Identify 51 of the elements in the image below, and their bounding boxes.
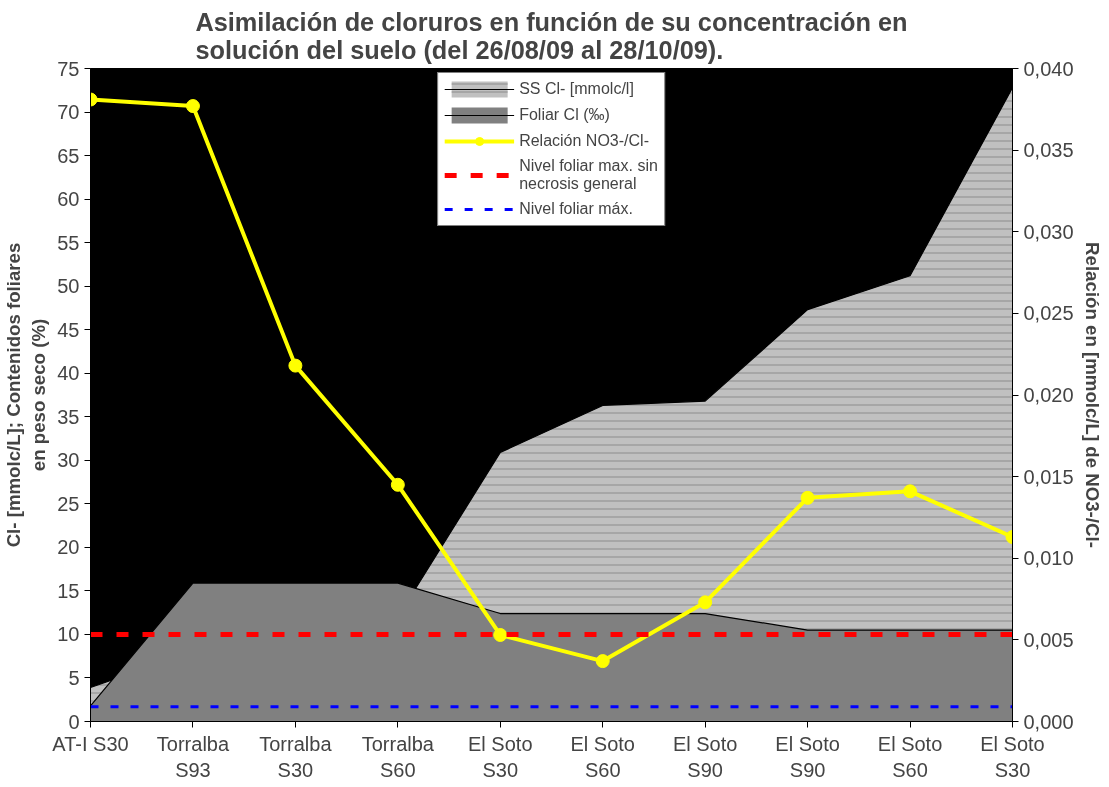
x-tick-label: El Soto S90 [672, 732, 738, 781]
point [493, 627, 508, 642]
y-tick-label: 50 [57, 275, 80, 298]
point [800, 490, 815, 505]
point [698, 595, 713, 610]
y2-axis-title: Relación en [mmolc/L] de NO3-/Cl- [1081, 242, 1103, 548]
y-tick-label: 60 [57, 188, 80, 211]
y2-tick-label: 0,035 [1023, 139, 1074, 162]
y2-tick-label: 0,025 [1023, 302, 1074, 325]
y-tick-label: 75 [57, 57, 80, 80]
y2-tick-label: 0,010 [1023, 547, 1074, 570]
y-tick-label: 10 [57, 623, 80, 646]
y2-tick-label: 0,040 [1023, 57, 1074, 80]
x-tick-label: El Soto S30 [468, 732, 533, 781]
point [288, 358, 303, 373]
y2-tick-label: 0,015 [1023, 465, 1074, 488]
legend-label: Nivel foliar máx. [519, 200, 633, 218]
legend-label: SS Cl- [mmolc/l] [519, 80, 634, 98]
legend-label: Relación NO3-/Cl- [519, 132, 649, 150]
y2-tick-label: 0,005 [1023, 628, 1074, 651]
chart-title: Asimilación de cloruros en función de su concentración en solución del suelo (del 26/08/09 al 28/10/09). [195, 7, 908, 64]
legend-label: Foliar Cl (‰) [519, 106, 610, 124]
y-tick-label: 0 [68, 710, 80, 733]
x-tick-label: El Soto S90 [775, 732, 840, 781]
y-tick-label: 30 [57, 449, 80, 472]
y-tick-label: 55 [57, 231, 80, 254]
x-tick-label: AT-I S30 [52, 732, 129, 755]
point [390, 477, 405, 492]
x-tick-label: El Soto S60 [877, 732, 943, 781]
y-tick-label: 15 [57, 579, 80, 602]
x-tick-label: Torralba S30 [259, 732, 333, 781]
y-tick-label: 5 [68, 666, 80, 689]
legend-label: Nivel foliar max. sin necrosis general [519, 157, 658, 193]
x-tick-label: El Soto S60 [570, 732, 635, 781]
point [595, 654, 610, 669]
y-tick-label: 40 [57, 362, 80, 385]
x-tick-label: El Soto S30 [980, 732, 1045, 781]
x-tick-label: Torralba S93 [156, 732, 230, 781]
y-axis-title: Cl- [mmolc/L]; Contenidos foliares en peso seco (%) [3, 242, 50, 548]
y-tick-label: 35 [57, 405, 80, 428]
point [185, 99, 200, 114]
y2-tick-label: 0,020 [1023, 384, 1074, 406]
y2-tick-label: 0,000 [1023, 710, 1074, 733]
y-tick-label: 20 [57, 536, 80, 559]
y-tick-label: 65 [57, 144, 80, 167]
x-tick-label: Torralba S60 [361, 732, 435, 781]
point [903, 484, 918, 499]
y-tick-label: 45 [57, 318, 80, 341]
y2-tick-label: 0,030 [1023, 220, 1074, 243]
y-tick-label: 25 [57, 492, 80, 515]
y-tick-label: 70 [57, 101, 80, 124]
